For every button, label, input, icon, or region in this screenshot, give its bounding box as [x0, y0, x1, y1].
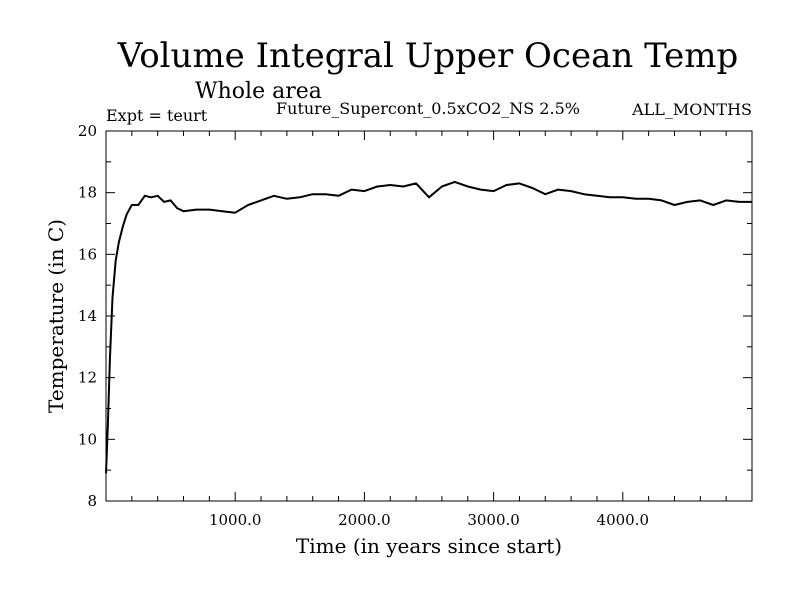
y-tick-label: 16: [78, 245, 97, 263]
x-tick-label: 3000.0: [467, 511, 520, 529]
x-tick-label: 2000.0: [338, 511, 391, 529]
y-tick-label: 14: [78, 307, 97, 325]
series-group: [105, 180, 752, 474]
y-tick-label: 8: [87, 492, 97, 510]
chart-title: Volume Integral Upper Ocean Temp: [117, 36, 738, 76]
chart-subtitle: Whole area: [195, 79, 322, 104]
series-line: [105, 180, 752, 474]
x-axis-label: Time (in years since start): [296, 534, 562, 558]
y-tick-label: 20: [78, 122, 97, 140]
months-label: ALL_MONTHS: [631, 100, 752, 119]
x-tick-label: 4000.0: [597, 511, 650, 529]
y-axis-label: Temperature (in C): [44, 219, 68, 413]
y-tick-label: 12: [78, 369, 97, 387]
y-tick-label: 18: [78, 184, 97, 202]
x-tick-label: 1000.0: [209, 511, 262, 529]
experiment-label: Expt = teurt: [106, 106, 208, 125]
run-label: Future_Supercont_0.5xCO2_NS 2.5%: [276, 99, 580, 118]
axis-ticks: [106, 131, 752, 501]
y-tick-label: 10: [78, 430, 97, 448]
plot-frame: [105, 130, 753, 502]
axis-tick-labels: 1000.0 2000.0 3000.0 4000.0 8 10 12 14 16 18 20: [78, 122, 649, 529]
